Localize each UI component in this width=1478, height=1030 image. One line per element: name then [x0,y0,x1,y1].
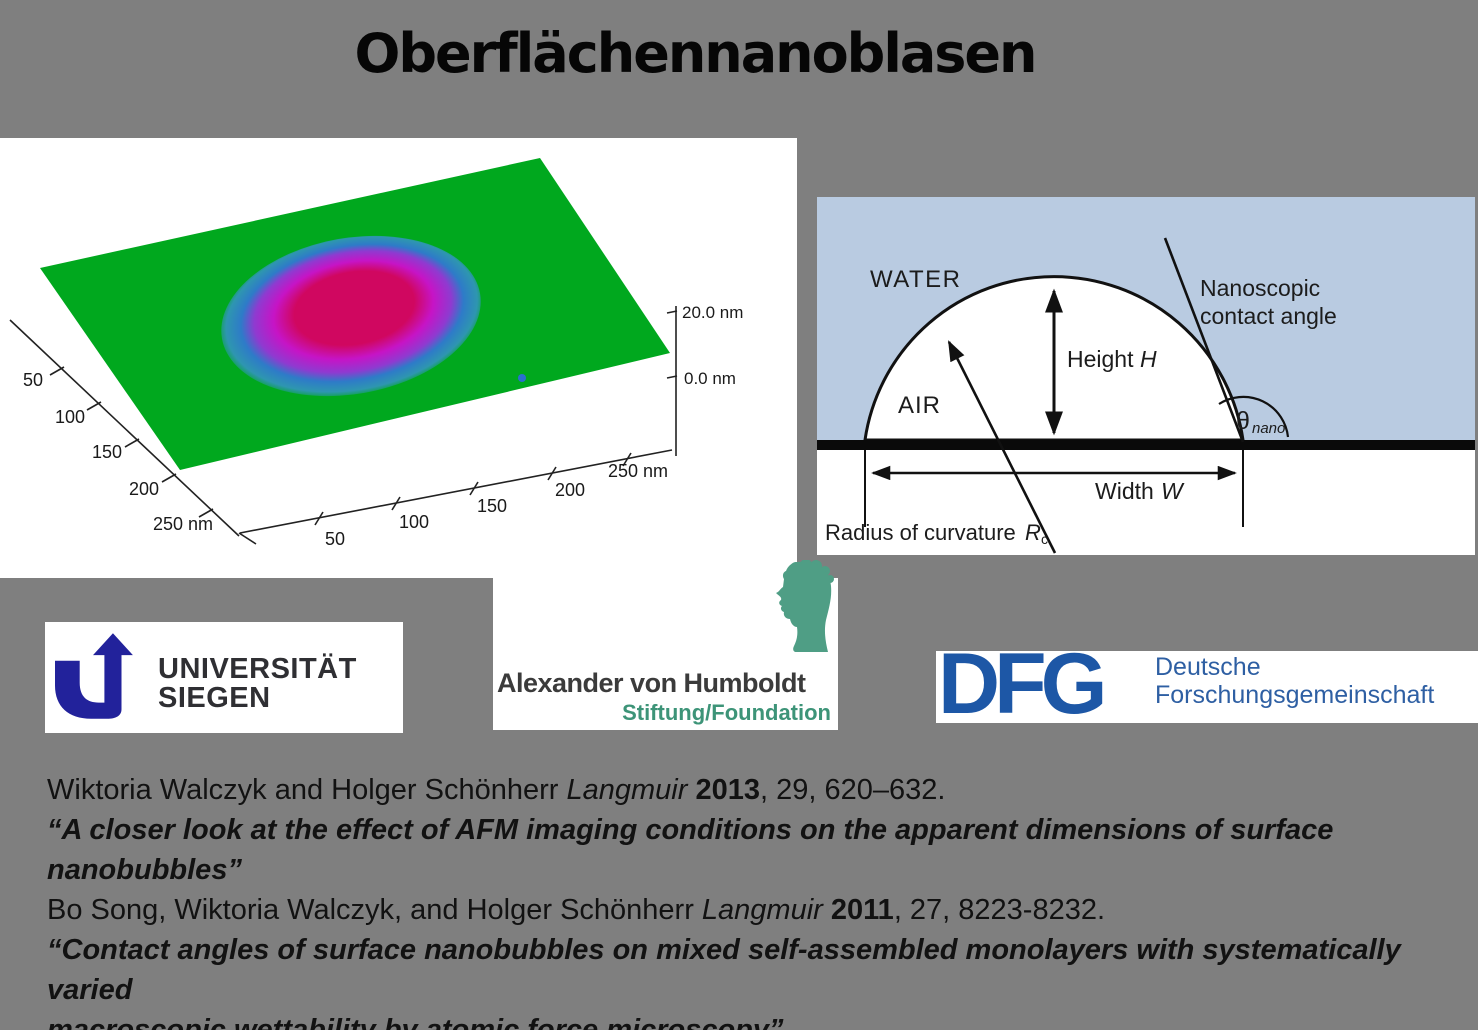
svg-text:H: H [1140,346,1157,372]
citation-2-title-line1: “Contact angles of surface nanobubbles o… [47,934,1401,1006]
schematic-drawing: WATER AIR Height H Width W Nanoscopic co… [817,197,1475,555]
citations: Wiktoria Walczyk and Holger Schönherr La… [47,770,1462,1030]
svg-text:θ: θ [1236,407,1250,435]
logo-universitaet-siegen: UNIVERSITÄT SIEGEN [45,622,403,733]
substrate-line [817,440,1475,450]
afm-3d-plot: 50 100 150 200 250 nm 50 100 150 200 2 [9,158,743,549]
citation-1: Wiktoria Walczyk and Holger Schönherr La… [47,770,1462,810]
humboldt-line2: Stiftung/Foundation [622,700,831,725]
water-label: WATER [870,266,962,293]
afm-z-tick-labels: 20.0 nm 0.0 nm [682,303,743,388]
svg-text:contact angle: contact angle [1200,303,1337,329]
theta-nano-label: θ nano [1236,407,1285,437]
y-tick-150: 150 [92,442,122,462]
humboldt-line1: Alexander von Humboldt [497,668,806,698]
tangent-line [1163,237,1245,443]
afm-y-tick-labels: 50 100 150 200 250 nm [23,370,213,534]
citation-1-title-line1: “A closer look at the effect of AFM imag… [47,814,1334,846]
citation-2-year: 2011 [830,894,894,926]
x-tick-100: 100 [399,512,429,532]
logo-dfg [936,651,1478,723]
afm-z-axis [666,306,678,456]
dfg-line1: Deutsche [1155,653,1261,681]
afm-x-axis [239,449,673,534]
height-label: Height H [1067,346,1157,372]
citation-2: Bo Song, Wiktoria Walczyk, and Holger Sc… [47,890,1462,930]
y-tick-200: 200 [129,479,159,499]
x-tick-250: 250 nm [608,461,668,481]
svg-text:Height: Height [1067,346,1134,372]
citation-1-year: 2013 [695,774,760,806]
x-tick-200: 200 [555,480,585,500]
svg-text:R: R [1025,520,1041,545]
svg-text:c: c [1041,531,1048,547]
siegen-wordmark: UNIVERSITÄT SIEGEN [158,655,357,713]
nanobubble-schematic: WATER AIR Height H Width W Nanoscopic co… [817,197,1475,555]
afm-defect-dot [518,374,526,382]
citation-2-title-line2: macroscopic wettability by atomic force … [47,1014,784,1030]
citation-2-pages: , 27, 8223-8232. [893,894,1106,926]
dfg-line2: Forschungsgemeinschaft [1155,681,1435,709]
citation-2-journal: Langmuir [701,894,831,926]
afm-x-tick-labels: 50 100 150 200 250 nm [325,461,668,549]
dfg-acronym: DFG [938,636,1108,732]
y-tick-250: 250 nm [153,514,213,534]
afm-3d-image: 50 100 150 200 250 nm 50 100 150 200 2 [0,138,797,578]
citation-1-pages: , 29, 620–632. [759,774,946,806]
citation-1-authors: Wiktoria Walczyk and Holger Schönherr [47,774,567,806]
svg-text:Nanoscopic: Nanoscopic [1200,275,1320,301]
siegen-u-arrow-icon [55,633,133,719]
citation-2-authors: Bo Song, Wiktoria Walczyk, and Holger Sc… [47,894,702,926]
svg-text:Width: Width [1095,478,1154,504]
svg-text:Radius of curvature: Radius of curvature [825,520,1016,545]
page-title: Oberflächennanoblasen [354,22,1037,85]
nanoscopic-contact-angle-label: Nanoscopic contact angle [1200,275,1337,329]
siegen-line2: SIEGEN [158,682,271,714]
humboldt-bust-icon [776,560,834,652]
x-tick-50: 50 [325,529,345,549]
x-tick-150: 150 [477,496,507,516]
radius-arrow [947,340,1057,554]
y-tick-50: 50 [23,370,43,390]
afm-nanobubble-dome [221,235,481,397]
afm-y-axis [9,319,257,545]
width-label: Width W [1095,478,1185,504]
z-tick-0nm: 0.0 nm [684,369,736,388]
svg-text:W: W [1161,478,1185,504]
radius-of-curvature-label: Radius of curvature R c [825,520,1048,547]
svg-text:nano: nano [1252,420,1285,437]
siegen-line1: UNIVERSITÄT [158,653,357,685]
citation-1-title-line2: nanobubbles” [47,854,242,886]
z-tick-20nm: 20.0 nm [682,303,743,322]
citation-1-journal: Langmuir [566,774,696,806]
y-tick-100: 100 [55,407,85,427]
air-label: AIR [898,392,941,419]
contact-angle-arc [1218,395,1290,438]
